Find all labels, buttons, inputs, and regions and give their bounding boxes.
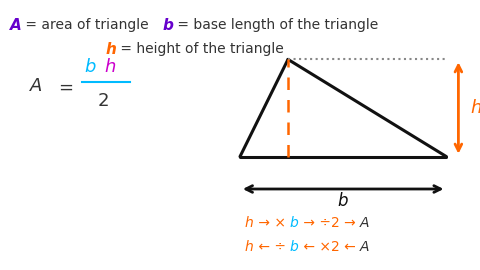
Text: $=$: $=$ [55, 77, 74, 95]
Text: $\mathit{b}$: $\mathit{b}$ [84, 59, 96, 76]
Text: b: b [290, 240, 299, 254]
Text: $2$: $2$ [97, 92, 109, 110]
Text: A: A [360, 240, 369, 254]
Text: A: A [10, 18, 21, 33]
Text: A: A [360, 216, 369, 230]
Text: h: h [245, 216, 253, 230]
Text: h: h [106, 42, 117, 57]
Text: = area of triangle: = area of triangle [21, 18, 162, 32]
Text: b: b [162, 18, 173, 33]
Text: $\mathit{b}$: $\mathit{b}$ [337, 192, 349, 210]
Text: b: b [290, 216, 299, 230]
Text: → ÷2 →: → ÷2 → [299, 216, 360, 230]
Text: $\mathit{A}$: $\mathit{A}$ [29, 77, 43, 95]
Text: = height of the triangle: = height of the triangle [117, 42, 284, 56]
Text: h: h [245, 240, 253, 254]
Text: = base length of the triangle: = base length of the triangle [173, 18, 378, 32]
Text: ← ×2 ←: ← ×2 ← [299, 240, 360, 254]
Text: $\mathit{h}$: $\mathit{h}$ [470, 99, 480, 117]
Text: ← ÷: ← ÷ [253, 240, 290, 254]
Text: $\mathit{h}$: $\mathit{h}$ [104, 59, 116, 76]
Text: → ×: → × [253, 216, 290, 230]
